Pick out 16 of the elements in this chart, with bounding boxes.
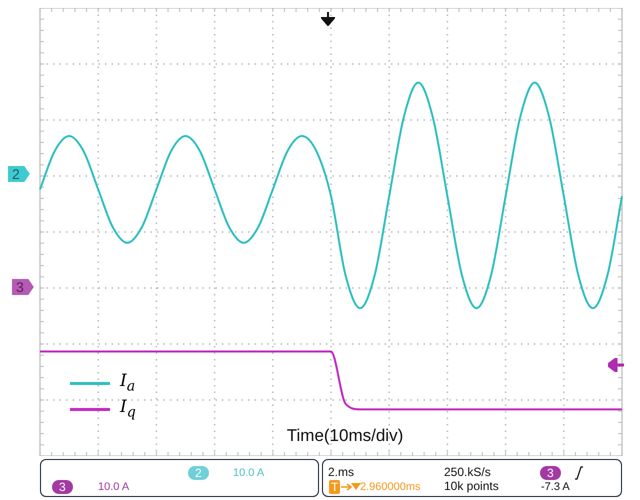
text: 2.960000ms xyxy=(360,480,421,494)
text: 10k points xyxy=(444,479,499,494)
text: 2 xyxy=(188,466,209,480)
text: T xyxy=(329,480,340,494)
text: 2 xyxy=(8,166,30,182)
legend-label: I$_{a}$ xyxy=(120,371,136,395)
legend-label: I$_{q}$ xyxy=(120,397,136,421)
x-axis-title: Time(10ms/div) xyxy=(286,426,404,446)
text: 250.kS/s xyxy=(444,465,491,480)
text: -7.3 A xyxy=(541,480,570,494)
text: 2.ms xyxy=(328,465,354,480)
text: 3 xyxy=(540,466,561,480)
text: 3 xyxy=(52,480,73,494)
text: 3 xyxy=(12,279,34,295)
text: 10.0 A xyxy=(233,466,264,480)
text: 10.0 A xyxy=(98,480,130,494)
